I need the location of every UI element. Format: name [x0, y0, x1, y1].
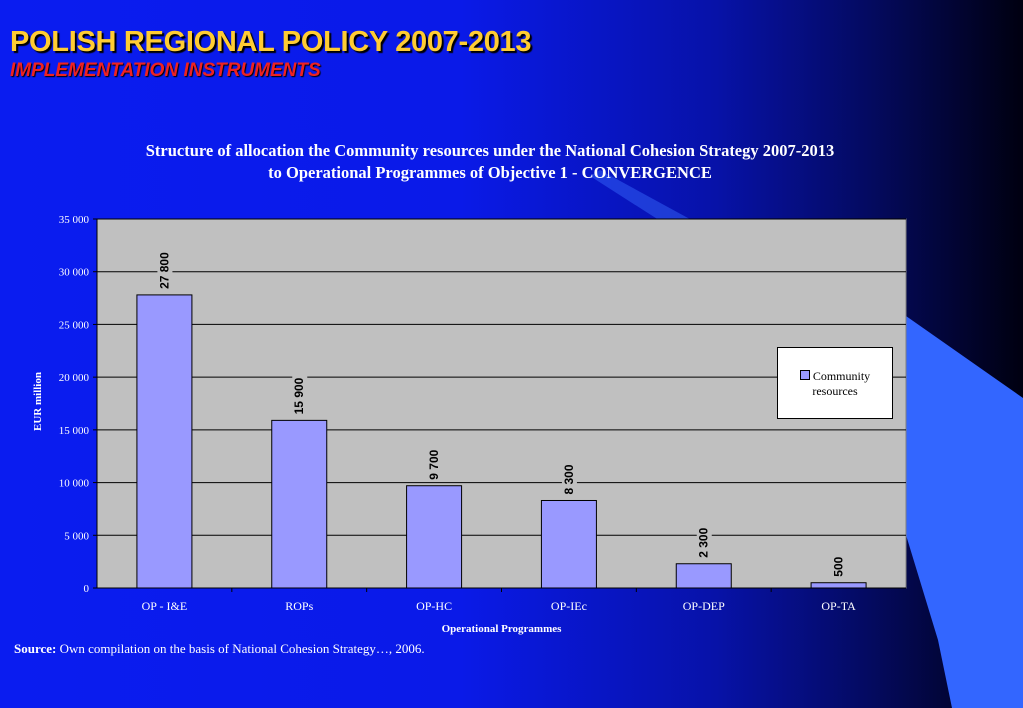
- y-tick-label: 35 000: [59, 214, 90, 226]
- chart-title-line-2: to Operational Programmes of Objective 1…: [268, 163, 712, 182]
- y-tick-label: 0: [84, 583, 90, 595]
- x-tick-label: ROPs: [285, 599, 313, 613]
- y-tick-label: 30 000: [59, 267, 90, 279]
- y-tick-label: 5 000: [64, 530, 89, 542]
- data-label: 500: [832, 556, 846, 576]
- source-label: Source:: [14, 641, 57, 656]
- bar: [540, 499, 597, 589]
- data-label-bg: [292, 366, 308, 417]
- x-tick-label: OP-IEc: [551, 599, 587, 613]
- x-tick-label: OP-HC: [416, 599, 452, 613]
- x-tick-label: OP-DEP: [683, 599, 725, 613]
- source-text: Own compilation on the basis of National…: [56, 641, 425, 656]
- data-label: 27 800: [157, 252, 171, 289]
- y-tick-label: 20 000: [59, 372, 90, 384]
- y-tick-label: 10 000: [59, 478, 90, 490]
- page-title: POLISH REGIONAL POLICY 2007-2013: [10, 26, 532, 58]
- data-label-bg: [831, 549, 847, 579]
- plot-area: [96, 218, 907, 589]
- data-label-bg: [696, 516, 712, 560]
- x-axis-title: Operational Programmes: [442, 623, 563, 635]
- source-note: Source: Own compilation on the basis of …: [14, 641, 425, 657]
- bar: [271, 419, 328, 589]
- data-label: 2 300: [697, 527, 711, 557]
- chart-legend: Community resources: [777, 347, 893, 419]
- data-label-bg: [157, 240, 173, 291]
- data-label-bg: [561, 453, 577, 497]
- x-tick-label: OP-TA: [821, 599, 856, 613]
- bar: [136, 294, 193, 589]
- data-label: 9 700: [427, 449, 441, 479]
- decor-blue-arrow: [906, 316, 1023, 708]
- y-tick-label: 15 000: [59, 425, 90, 437]
- legend-label: Community resources: [812, 369, 871, 398]
- data-label: 8 300: [562, 464, 576, 494]
- legend-swatch: [799, 370, 810, 380]
- y-tick-label: 25 000: [59, 319, 90, 331]
- x-tick-label: OP - I&E: [142, 599, 188, 613]
- page-subtitle: IMPLEMENTATION INSTRUMENTS: [10, 60, 321, 81]
- chart-title-line-1: Structure of allocation the Community re…: [145, 141, 835, 160]
- bar: [810, 582, 867, 589]
- bar: [675, 563, 732, 589]
- bar: [406, 485, 463, 589]
- data-label-bg: [427, 438, 443, 482]
- data-label: 15 900: [292, 377, 306, 414]
- y-axis-title: EUR million: [32, 372, 44, 431]
